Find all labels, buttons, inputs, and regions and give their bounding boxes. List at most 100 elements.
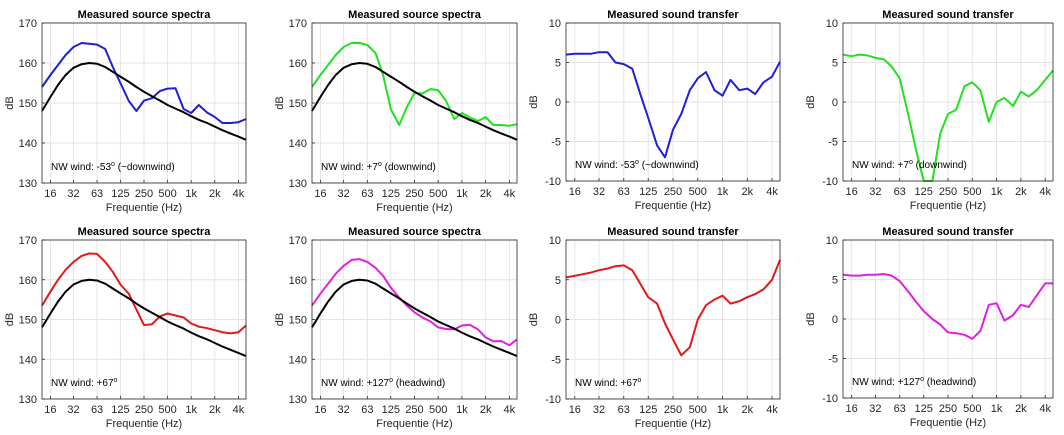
chart-title: Measured source spectra [348,226,482,238]
x-tick-label: 125 [382,188,400,200]
x-tick-label: 63 [361,188,373,200]
x-tick-label: 16 [44,404,56,416]
y-tick-label: 130 [289,394,307,406]
x-tick-label: 500 [689,404,707,416]
y-axis-label: dB [274,96,286,109]
x-tick-label: 1k [185,404,197,416]
y-tick-label: -10 [545,176,561,188]
wind-annotation: NW wind: +127o (headwind) [321,377,445,389]
series-line-measured [311,258,518,347]
y-tick-label: 160 [289,58,307,70]
plot-frame [842,22,1054,182]
y-axis-label: dB [4,313,16,326]
y-tick-label: 130 [19,178,37,190]
y-tick-label: 140 [19,138,37,150]
y-tick-label: 150 [289,315,307,327]
x-tick-label: 2k [209,188,221,200]
x-tick-label: 4k [766,404,778,416]
y-tick-label: 170 [289,235,307,247]
y-tick-label: 10 [826,235,838,247]
y-tick-label: 5 [832,275,838,287]
plot-frame [311,22,518,184]
x-tick-label: 16 [569,186,581,198]
plot-frame [41,239,247,400]
x-tick-label: 16 [314,188,326,200]
chart-title: Measured sound transfer [882,9,1014,21]
x-tick-label: 125 [111,188,129,200]
chart-title: Measured source spectra [78,226,212,238]
x-tick-label: 250 [135,188,153,200]
x-tick-label: 250 [135,404,153,416]
y-tick-label: -5 [828,137,838,149]
series-line-measured [41,252,247,335]
y-tick-label: -5 [551,354,561,366]
x-tick-label: 4k [766,186,778,198]
series-line-reference [41,62,247,141]
x-axis-label: Frequentie (Hz) [106,418,182,430]
x-tick-label: 16 [314,404,326,416]
x-tick-label: 1k [185,188,197,200]
chart-title: Measured sound transfer [607,9,739,21]
chart-panel-2: 16 32 63 125 250 500 1k 2k 4k 130 140 150 160 170 Meas… [274,9,518,214]
y-tick-label: 5 [832,58,838,70]
x-tick-label: 63 [91,404,103,416]
y-tick-label: 10 [826,18,838,30]
x-tick-label: 500 [429,404,447,416]
series-line-reference [311,278,518,358]
x-axis-label: Frequentie (Hz) [910,200,986,212]
x-tick-label: 125 [382,404,400,416]
x-tick-label: 63 [91,188,103,200]
x-tick-label: 500 [158,188,176,200]
y-tick-label: 5 [555,275,561,287]
x-tick-label: 2k [741,404,753,416]
y-tick-label: 130 [19,394,37,406]
chart-title: Measured source spectra [78,9,212,21]
y-tick-label: -10 [545,394,561,406]
y-tick-label: 5 [555,58,561,70]
chart-title: Measured source spectra [348,9,482,21]
wind-annotation: NW wind: +67o [51,377,118,389]
y-tick-label: 10 [549,235,561,247]
series-line-reference [41,278,247,358]
plot-frame [311,239,518,400]
x-tick-label: 32 [67,404,79,416]
x-tick-label: 63 [894,403,906,415]
y-tick-label: 140 [289,354,307,366]
series-line-transfer [565,51,781,159]
x-tick-label: 2k [1015,186,1027,198]
x-tick-label: 125 [639,186,657,198]
x-tick-label: 4k [233,188,245,200]
y-tick-label: 150 [19,315,37,327]
x-tick-label: 250 [664,186,682,198]
chart-panel-4: 16 32 63 125 250 500 1k 2k 4k -10 -5 0 5 10 Measured s… [805,9,1054,212]
x-tick-label: 4k [504,188,516,200]
y-tick-label: -5 [828,354,838,366]
series-line-measured [41,42,247,124]
x-tick-label: 32 [67,188,79,200]
y-tick-label: 0 [832,314,838,326]
x-tick-label: 16 [846,186,858,198]
chart-panel-3: 16 32 63 125 250 500 1k 2k 4k -10 -5 0 5 10 Measured s… [528,9,781,212]
y-tick-label: 130 [289,178,307,190]
y-tick-label: 160 [19,275,37,287]
y-tick-label: -10 [822,176,838,188]
y-axis-label: dB [4,96,16,109]
y-tick-label: -10 [822,393,838,405]
plot-frame [41,22,247,184]
chart-panel-8: 16 32 63 125 250 500 1k 2k 4k -10 -5 0 5 10 Measured s… [805,226,1054,429]
x-tick-label: 32 [869,403,881,415]
x-tick-label: 1k [991,403,1003,415]
x-tick-label: 500 [963,403,981,415]
chart-panel-6: 16 32 63 125 250 500 1k 2k 4k 130 140 150 160 170 Meas… [274,226,518,430]
wind-annotation: NW wind: +67o [575,377,642,389]
wind-annotation: NW wind: -53o (~downwind) [575,159,699,171]
x-tick-label: 16 [846,403,858,415]
x-tick-label: 63 [894,186,906,198]
x-tick-label: 125 [915,186,933,198]
x-axis-label: Frequentie (Hz) [376,202,452,214]
y-axis-label: dB [805,312,817,325]
wind-annotation: NW wind: +7o (downwind) [852,159,967,171]
x-tick-label: 4k [1039,186,1051,198]
x-tick-label: 1k [717,404,729,416]
